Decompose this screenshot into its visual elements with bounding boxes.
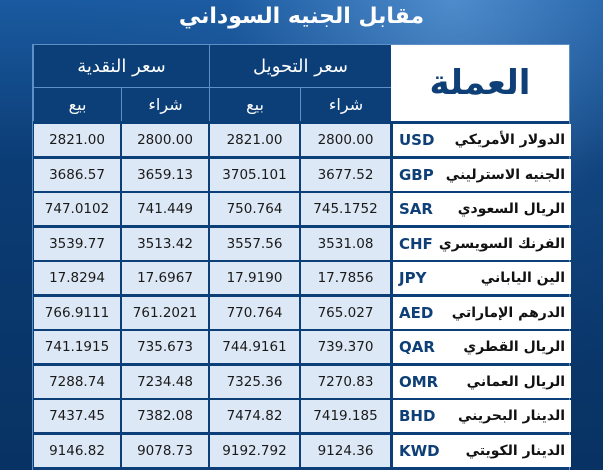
table-row: الدرهم الإماراتي AED 765.027 770.764 761…	[33, 296, 571, 331]
transfer-buy-cell: 745.1752	[301, 193, 390, 225]
currency-code: AED	[399, 303, 434, 322]
transfer-sell-cell: 3705.101	[210, 158, 299, 191]
transfer-buy-cell: 7270.83	[301, 365, 390, 398]
cash-sell-header: بيع	[33, 87, 121, 121]
table-body: الدولار الأمريكي USD 2800.00 2821.00 280…	[33, 123, 571, 468]
currency-code: GBP	[399, 165, 434, 184]
cash-buy-cell: 7234.48	[122, 365, 208, 398]
cash-rate-header: سعر النقدية	[33, 45, 209, 87]
transfer-buy-cell: 7419.185	[301, 400, 390, 432]
cash-buy-header: شراء	[121, 87, 209, 121]
currency-name: الدولار الأمريكي	[454, 132, 565, 148]
transfer-sell-cell: 7325.36	[210, 365, 299, 398]
exchange-rate-table: العملة سعر التحويل سعر النقدية شراء بيع …	[32, 44, 571, 470]
currency-name: الدينار البحريني	[457, 408, 565, 424]
cash-buy-cell: 741.449	[122, 193, 208, 225]
cash-sell-cell: 766.9111	[34, 296, 120, 329]
currency-cell: الدينار البحريني BHD	[393, 400, 571, 432]
currency-cell: الين الياباني JPY	[393, 262, 571, 294]
transfer-sell-cell: 770.764	[210, 296, 299, 329]
table-row: الجنيه الاسترليني GBP 3677.52 3705.101 3…	[33, 158, 571, 193]
cash-buy-cell: 7382.08	[122, 400, 208, 432]
transfer-sell-header: بيع	[209, 87, 300, 121]
cash-sell-cell: 741.1915	[34, 331, 120, 363]
transfer-sell-cell: 9192.792	[210, 434, 299, 467]
currency-cell: الدرهم الإماراتي AED	[393, 296, 571, 329]
transfer-sell-cell: 750.764	[210, 193, 299, 225]
transfer-sell-cell: 2821.00	[210, 124, 299, 156]
cash-buy-cell: 735.673	[122, 331, 208, 363]
currency-cell: الجنيه الاسترليني GBP	[393, 158, 571, 191]
currency-code: JPY	[399, 269, 427, 287]
currency-code: SAR	[399, 200, 433, 218]
cash-sell-cell: 17.8294	[34, 262, 120, 294]
currency-code: QAR	[399, 338, 435, 356]
cash-sell-cell: 3539.77	[34, 227, 120, 260]
currency-code: BHD	[399, 407, 436, 425]
currency-code: KWD	[399, 441, 440, 460]
cash-sell-cell: 7288.74	[34, 365, 120, 398]
currency-name: الفرنك السويسري	[438, 235, 565, 252]
cash-buy-cell: 9078.73	[122, 434, 208, 467]
table-row: الدينار البحريني BHD 7419.185 7474.82 73…	[33, 399, 571, 434]
transfer-rate-header: سعر التحويل	[209, 45, 391, 87]
transfer-buy-cell: 765.027	[301, 296, 390, 329]
table-row: الدولار الأمريكي USD 2800.00 2821.00 280…	[33, 123, 571, 158]
currency-cell: الريال السعودي SAR	[393, 193, 571, 225]
currency-code: CHF	[399, 234, 433, 253]
currency-column-header: العملة	[391, 45, 569, 121]
transfer-buy-cell: 3677.52	[301, 158, 390, 191]
transfer-sell-cell: 3557.56	[210, 227, 299, 260]
cash-buy-cell: 3513.42	[122, 227, 208, 260]
cash-buy-cell: 17.6967	[122, 262, 208, 294]
cash-sell-cell: 3686.57	[34, 158, 120, 191]
currency-name: الدينار الكويتي	[465, 442, 565, 459]
currency-cell: الريال العماني OMR	[393, 365, 571, 398]
table-row: الريال العماني OMR 7270.83 7325.36 7234.…	[33, 365, 571, 400]
currency-cell: الدولار الأمريكي USD	[393, 124, 571, 156]
cash-sell-cell: 7437.45	[34, 400, 120, 432]
table-row: الين الياباني JPY 17.7856 17.9190 17.696…	[33, 261, 571, 296]
cash-sell-cell: 9146.82	[34, 434, 120, 467]
table-row: الفرنك السويسري CHF 3531.08 3557.56 3513…	[33, 227, 571, 262]
currency-name: الجنيه الاسترليني	[445, 166, 565, 183]
page-title: مقابل الجنيه السوداني	[178, 4, 425, 29]
transfer-buy-cell: 2800.00	[301, 124, 390, 156]
currency-name: الدرهم الإماراتي	[451, 304, 565, 321]
cash-buy-cell: 3659.13	[122, 158, 208, 191]
table-row: الريال القطري QAR 739.370 744.9161 735.6…	[33, 330, 571, 365]
transfer-sell-cell: 7474.82	[210, 400, 299, 432]
currency-name: الريال القطري	[463, 339, 565, 355]
transfer-sell-cell: 744.9161	[210, 331, 299, 363]
transfer-sell-cell: 17.9190	[210, 262, 299, 294]
cash-sell-cell: 2821.00	[34, 124, 120, 156]
transfer-buy-cell: 9124.36	[301, 434, 390, 467]
currency-cell: الدينار الكويتي KWD	[393, 434, 571, 467]
currency-cell: الفرنك السويسري CHF	[393, 227, 571, 260]
currency-code: USD	[399, 131, 435, 149]
table-row: الريال السعودي SAR 745.1752 750.764 741.…	[33, 192, 571, 227]
currency-name: الين الياباني	[480, 270, 565, 286]
cash-sell-cell: 747.0102	[34, 193, 120, 225]
transfer-buy-header: شراء	[300, 87, 391, 121]
transfer-buy-cell: 3531.08	[301, 227, 390, 260]
transfer-buy-cell: 17.7856	[301, 262, 390, 294]
cash-buy-cell: 761.2021	[122, 296, 208, 329]
currency-cell: الريال القطري QAR	[393, 331, 571, 363]
transfer-buy-cell: 739.370	[301, 331, 390, 363]
currency-name: الريال العماني	[466, 373, 565, 390]
currency-name: الريال السعودي	[457, 201, 565, 217]
cash-buy-cell: 2800.00	[122, 124, 208, 156]
table-row: الدينار الكويتي KWD 9124.36 9192.792 907…	[33, 434, 571, 469]
currency-code: OMR	[399, 372, 439, 391]
